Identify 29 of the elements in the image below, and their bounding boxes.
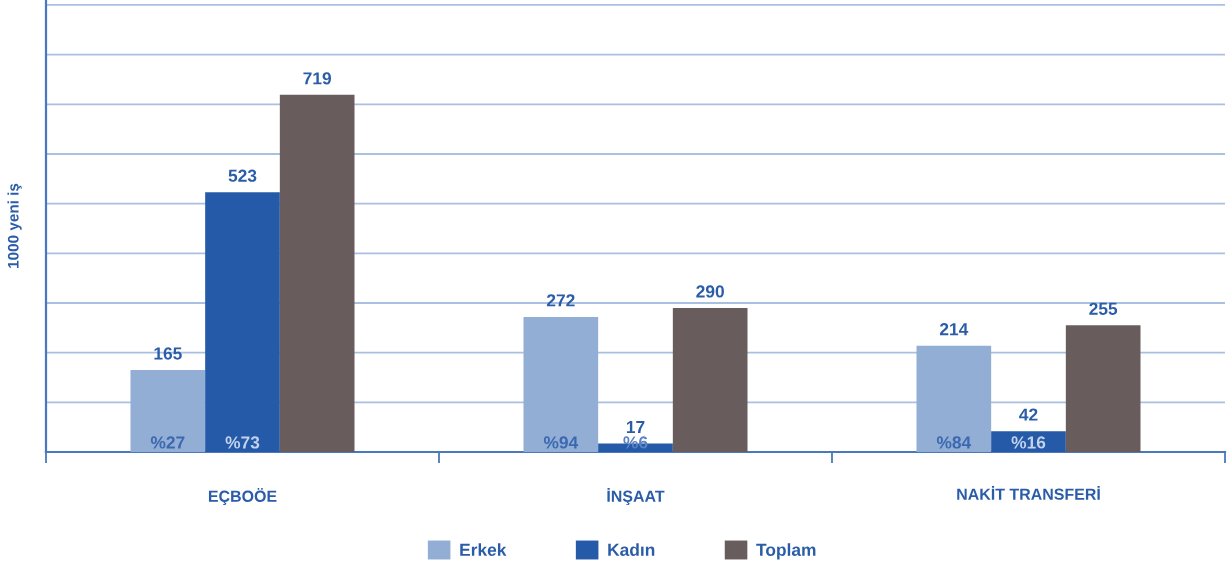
data-label: 523 [228,169,257,182]
x-tick-label: NAKİT TRANSFERİ [957,486,1100,500]
bar [130,370,206,452]
data-label: 165 [154,347,182,360]
data-label: 719 [303,72,332,85]
annotation: %73 [225,436,260,449]
x-tick-label: İNŞAAT [607,488,665,506]
data-label: 272 [546,294,575,307]
y-axis-title: 1000 yeni iş [7,183,22,268]
bar [1065,325,1141,452]
data-label: 290 [696,285,724,298]
data-label: 42 [1019,408,1038,421]
bar [672,307,748,452]
bar [916,345,992,452]
annotation: %84 [936,436,972,449]
legend-label: Toplam [756,543,816,560]
data-label: 255 [1089,302,1118,315]
legend-label: Kadın [608,543,655,556]
annotation: %16 [1011,436,1046,449]
legend-label: Erkek [460,543,507,556]
data-label: 214 [939,323,969,336]
data-label: 17 [626,421,645,434]
annotation: %94 [543,436,579,449]
bar [991,431,1066,452]
x-tick-label: EÇBOÖE [208,488,277,506]
bar [279,94,355,452]
bar [523,316,599,452]
bar [205,192,280,452]
annotation: %27 [150,436,185,449]
